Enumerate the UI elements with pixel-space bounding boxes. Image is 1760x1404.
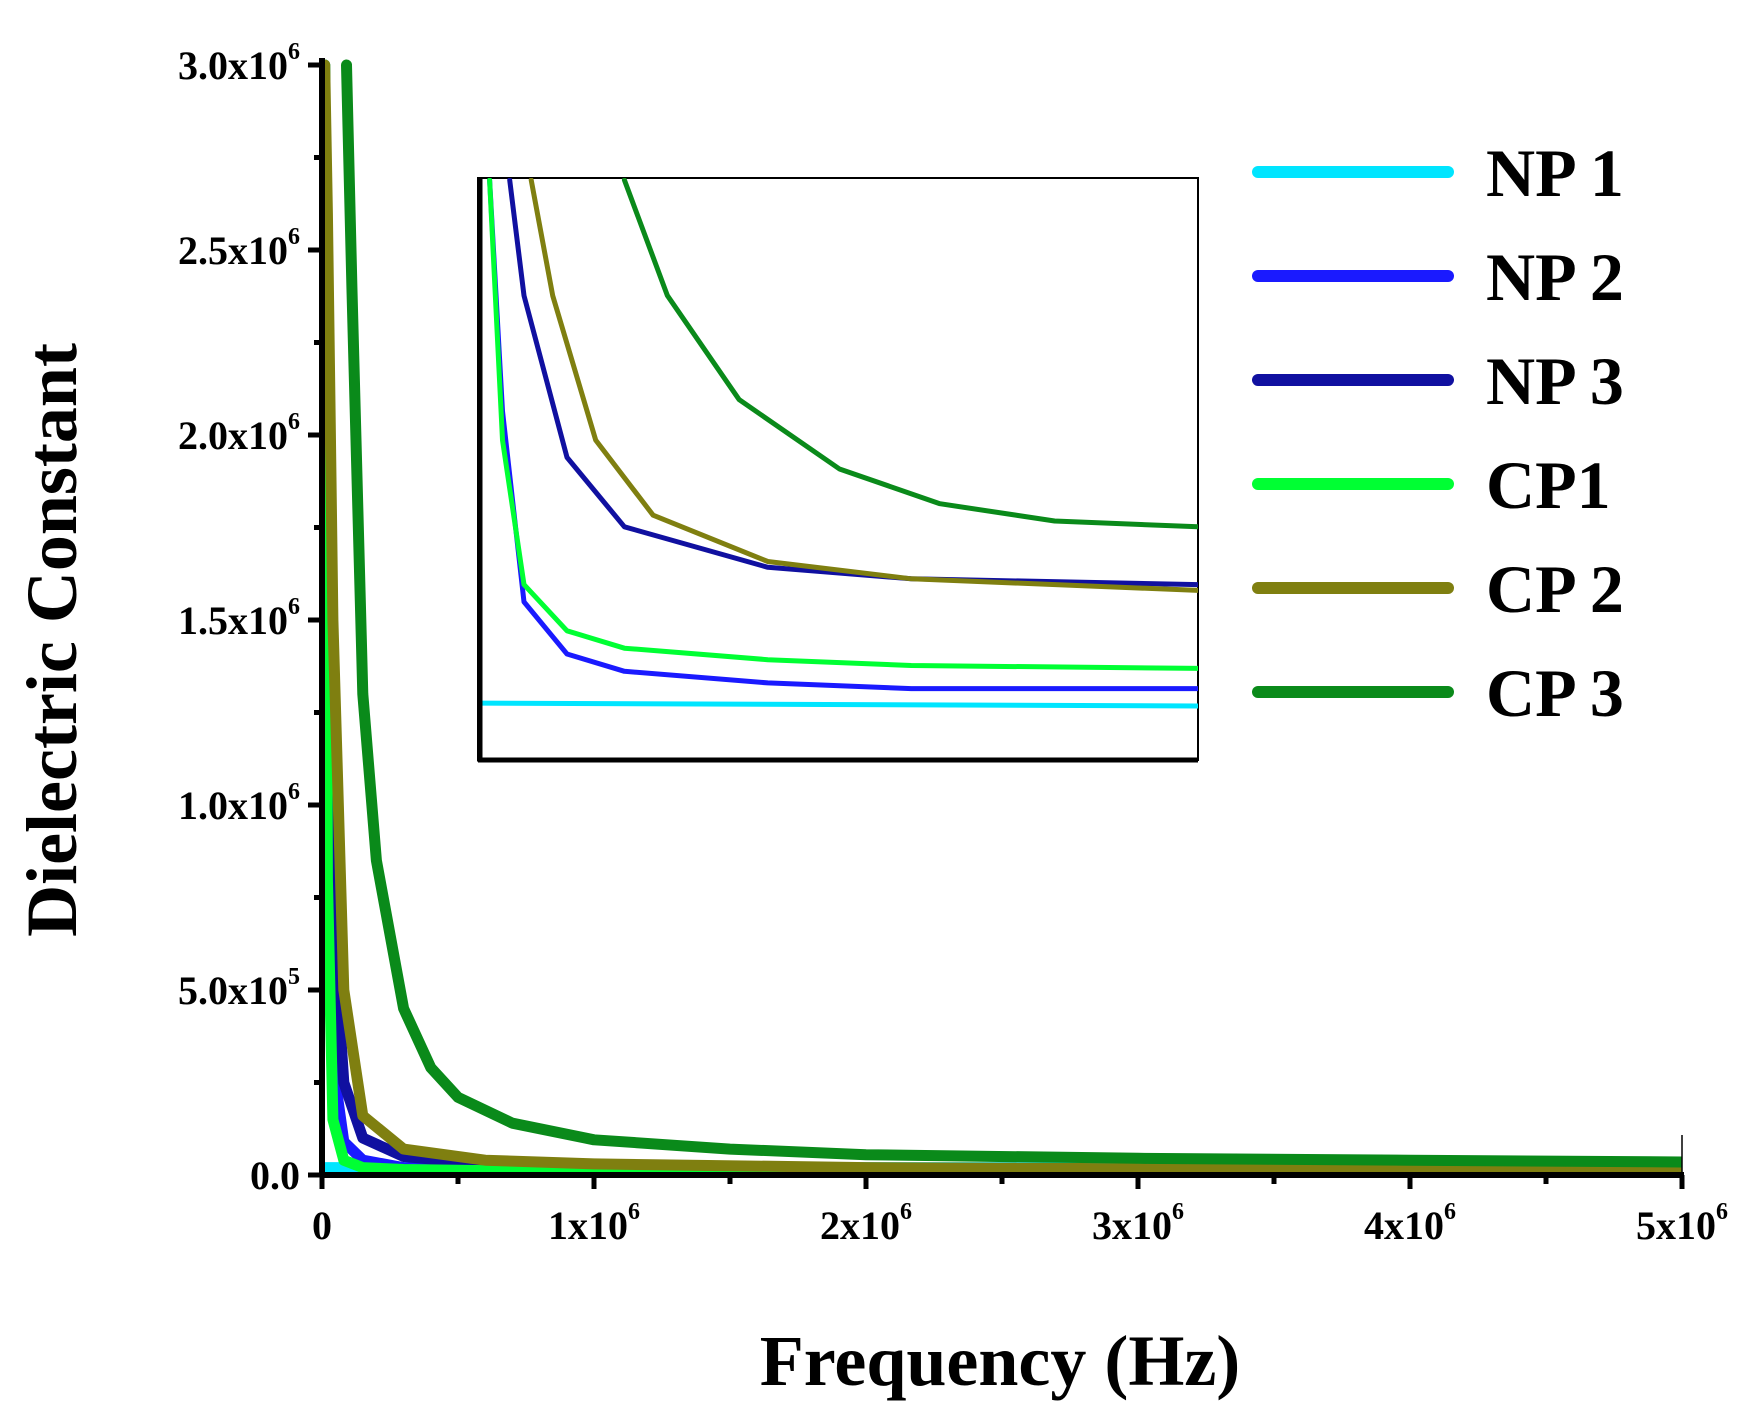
legend-label: NP 1 bbox=[1486, 135, 1624, 211]
inset-series-line-np-1 bbox=[478, 700, 1198, 709]
axes bbox=[308, 58, 1685, 1189]
y-tick-mantissa: 3.0x10 bbox=[178, 43, 288, 88]
series-line-cp-3 bbox=[341, 59, 1682, 1168]
y-tick-label: 2.0x106 bbox=[178, 409, 300, 458]
y-tick-mantissa: 1.0x10 bbox=[178, 783, 288, 828]
x-tick-label: 0 bbox=[312, 1203, 332, 1248]
series-line-cp-2 bbox=[322, 59, 1682, 1175]
inset-series-line-cp-3 bbox=[621, 178, 1198, 530]
y-tick-mantissa: 2.0x10 bbox=[178, 413, 288, 458]
legend: NP 1 NP 2 NP 3 CP1 CP 2 CP 3 bbox=[1252, 135, 1624, 731]
y-tick-label: 1.5x106 bbox=[178, 594, 300, 643]
y-tick-label: 2.5x106 bbox=[178, 224, 300, 273]
y-tick-exponent: 6 bbox=[288, 39, 300, 65]
y-tick-label: 0.0 bbox=[250, 1153, 300, 1198]
tick-labels: 0.05.0x1051.0x1061.5x1062.0x1062.5x1063.… bbox=[178, 39, 1728, 1248]
inset-series-group bbox=[478, 178, 1198, 709]
inset-series-line-cp-2 bbox=[528, 178, 1198, 593]
y-tick-mantissa: 1.5x10 bbox=[178, 598, 288, 643]
x-tick-exponent: 6 bbox=[1444, 1199, 1456, 1225]
inset-series-line-cp1 bbox=[487, 178, 1198, 671]
x-tick-exponent: 6 bbox=[900, 1199, 912, 1225]
x-axis-title: Frequency (Hz) bbox=[760, 1321, 1241, 1401]
y-tick-exponent: 6 bbox=[288, 594, 300, 620]
x-tick-exponent: 6 bbox=[628, 1199, 640, 1225]
x-tick-mantissa: 3x10 bbox=[1092, 1203, 1172, 1248]
y-tick-mantissa: 5.0x10 bbox=[178, 968, 288, 1013]
x-tick-label: 3x106 bbox=[1092, 1199, 1184, 1248]
x-tick-label: 1x106 bbox=[548, 1199, 640, 1248]
x-tick-exponent: 6 bbox=[1172, 1199, 1184, 1225]
x-tick-mantissa: 2x10 bbox=[820, 1203, 900, 1248]
legend-label: NP 2 bbox=[1486, 239, 1624, 315]
x-tick-exponent: 6 bbox=[1716, 1199, 1728, 1225]
x-tick-label: 4x106 bbox=[1364, 1199, 1456, 1248]
y-tick-exponent: 6 bbox=[288, 779, 300, 805]
x-tick-label: 2x106 bbox=[820, 1199, 912, 1248]
y-tick-mantissa: 0.0 bbox=[250, 1153, 300, 1198]
legend-label: CP 2 bbox=[1486, 551, 1624, 627]
y-tick-mantissa: 2.5x10 bbox=[178, 228, 288, 273]
legend-label: CP 3 bbox=[1486, 655, 1624, 731]
x-tick-mantissa: 4x10 bbox=[1364, 1203, 1444, 1248]
x-tick-mantissa: 1x10 bbox=[548, 1203, 628, 1248]
y-tick-label: 5.0x105 bbox=[178, 964, 300, 1013]
legend-label: CP1 bbox=[1486, 447, 1611, 523]
inset-series-line-np-2 bbox=[487, 178, 1198, 692]
y-tick-exponent: 6 bbox=[288, 224, 300, 250]
x-tick-mantissa: 0 bbox=[312, 1203, 332, 1248]
x-tick-label: 5x106 bbox=[1636, 1199, 1728, 1248]
y-tick-label: 1.0x106 bbox=[178, 779, 300, 828]
legend-label: NP 3 bbox=[1486, 343, 1624, 419]
main-series-group bbox=[322, 59, 1682, 1175]
y-tick-exponent: 6 bbox=[288, 409, 300, 435]
y-tick-label: 3.0x106 bbox=[178, 39, 300, 88]
y-axis-title: Dielectric Constant bbox=[12, 343, 92, 937]
x-tick-mantissa: 5x10 bbox=[1636, 1203, 1716, 1248]
y-tick-exponent: 5 bbox=[288, 964, 300, 990]
